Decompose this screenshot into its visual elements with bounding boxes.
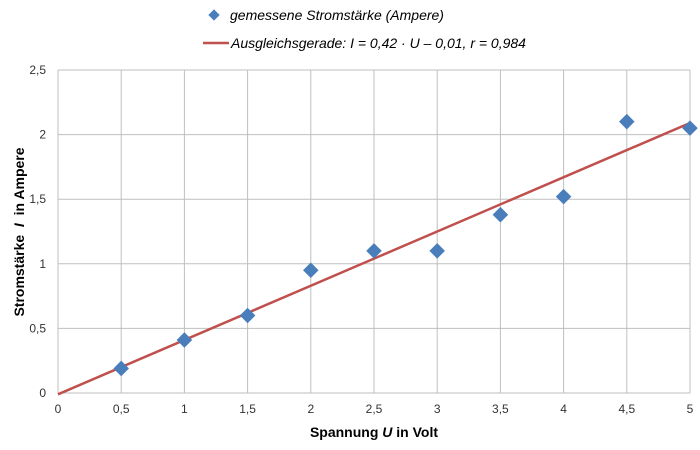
data-point <box>366 243 382 259</box>
data-point <box>176 332 193 348</box>
y-tick-label: 2,5 <box>29 63 46 77</box>
x-tick-label: 2 <box>307 402 314 416</box>
data-marks <box>57 113 698 396</box>
data-point <box>239 307 256 324</box>
legend-label-line: Ausgleichsgerade: I = 0,42 · U – 0,01, r… <box>230 35 526 51</box>
data-point <box>113 360 129 377</box>
data-point <box>492 206 509 223</box>
x-tick-label: 1 <box>181 402 188 416</box>
x-tick-label: 4,5 <box>618 402 635 416</box>
legend-marker-scatter <box>208 9 220 21</box>
legend-label-scatter: gemessene Stromstärke (Ampere) <box>230 7 444 23</box>
data-point <box>682 120 698 136</box>
y-tick-label: 0,5 <box>29 321 46 335</box>
x-tick-label: 4 <box>560 402 567 416</box>
y-tick-label: 0 <box>39 386 46 400</box>
x-tick-label: 3,5 <box>492 402 509 416</box>
x-tick-label: 0 <box>55 402 62 416</box>
grid <box>57 69 691 394</box>
x-tick-label: 5 <box>687 402 694 416</box>
data-point <box>555 188 572 205</box>
data-point <box>619 113 635 130</box>
x-tick-label: 2,5 <box>366 402 383 416</box>
y-axis-label: Stromstärke I in Ampere <box>11 147 27 316</box>
x-tick-label: 0,5 <box>113 402 130 416</box>
data-point <box>429 243 445 259</box>
x-axis-label: Spannung U in Volt <box>310 424 438 440</box>
tick-labels: 0 0,5 1 1,5 2 2,5 3 3,5 4 4,5 5 0 0,5 1 1,5 2 2,5 <box>29 63 693 416</box>
data-point <box>303 262 319 279</box>
x-tick-label: 1,5 <box>239 402 256 416</box>
y-tick-label: 1,5 <box>29 192 46 206</box>
legend: gemessene Stromstärke (Ampere) Ausgleich… <box>203 7 526 51</box>
y-tick-label: 2 <box>39 128 46 142</box>
y-tick-label: 1 <box>39 257 46 271</box>
x-tick-label: 3 <box>434 402 441 416</box>
